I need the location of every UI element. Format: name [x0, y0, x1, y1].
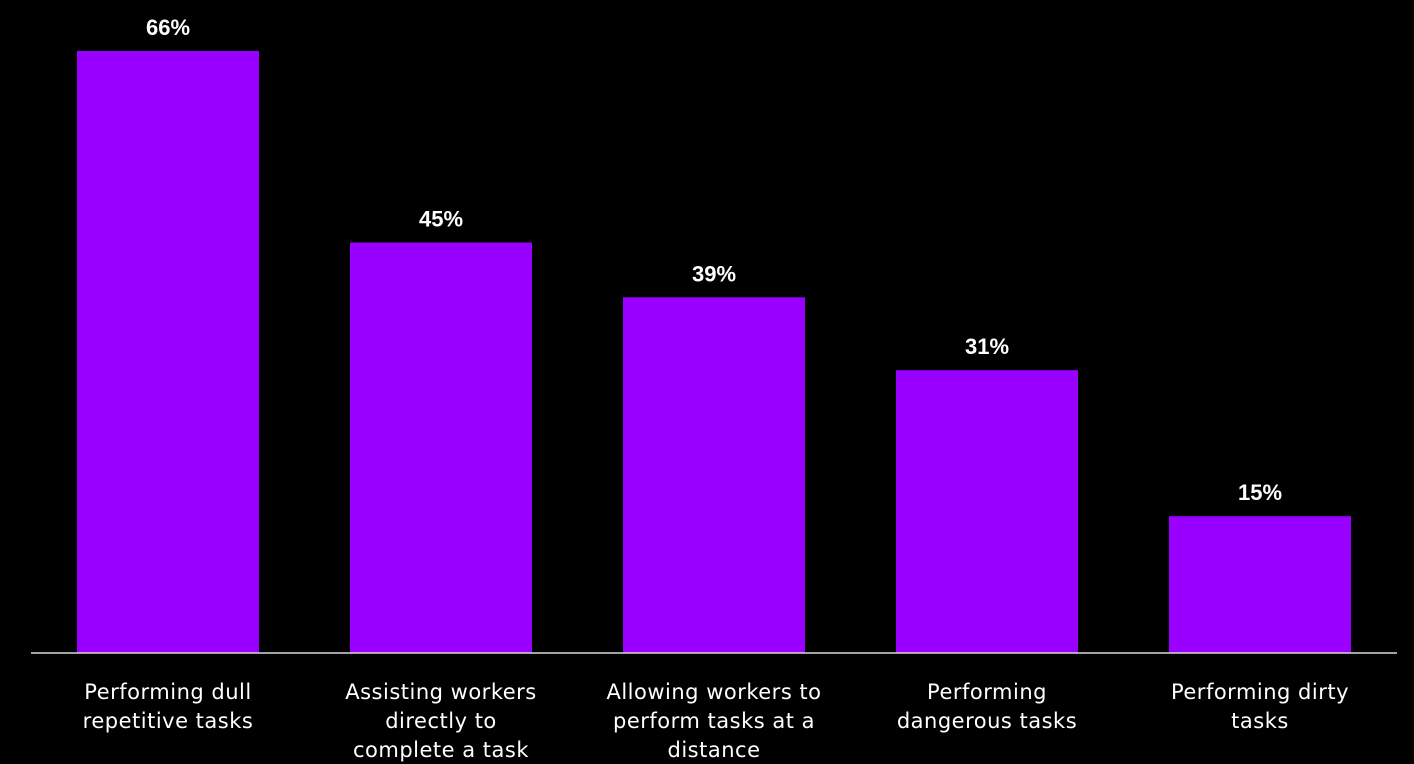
data-label-1: 66% [146, 15, 190, 40]
bar-3 [623, 297, 805, 653]
category-label-line: perform tasks at a [613, 709, 815, 733]
bar-5 [1169, 516, 1351, 653]
category-label-1: Performing dull repetitive tasks [83, 680, 254, 733]
data-label-2: 45% [419, 207, 463, 232]
category-label-line: distance [668, 738, 761, 762]
data-label-5: 15% [1238, 480, 1282, 505]
category-label-line: Assisting workers [345, 680, 536, 704]
category-label-line: Allowing workers to [606, 680, 821, 704]
category-label-line: complete a task [353, 738, 529, 762]
data-label-3: 39% [692, 261, 736, 286]
category-label-3: Allowing workers to perform tasks at a dis… [606, 680, 821, 762]
category-label-line: dangerous tasks [897, 709, 1077, 733]
bars-layer [77, 51, 1351, 653]
category-label-line: tasks [1231, 709, 1289, 733]
category-label-line: Performing dull [84, 680, 251, 704]
bar-1 [77, 51, 259, 653]
category-label-line: Performing dirty [1171, 680, 1349, 704]
value-labels-layer: 66% 45% 39% 31% 15% [146, 15, 1282, 505]
data-label-4: 31% [965, 334, 1009, 359]
category-label-line: directly to [385, 709, 497, 733]
category-label-4: Performing dangerous tasks [897, 680, 1077, 733]
category-label-5: Performing dirty tasks [1171, 680, 1349, 733]
bar-2 [350, 242, 532, 653]
bar-4 [896, 370, 1078, 653]
category-label-line: Performing [927, 680, 1047, 704]
category-label-line: repetitive tasks [83, 709, 254, 733]
category-label-2: Assisting workers directly to complete a t… [345, 680, 536, 762]
category-labels-layer: Performing dull repetitive tasks Assisting… [83, 680, 1349, 762]
